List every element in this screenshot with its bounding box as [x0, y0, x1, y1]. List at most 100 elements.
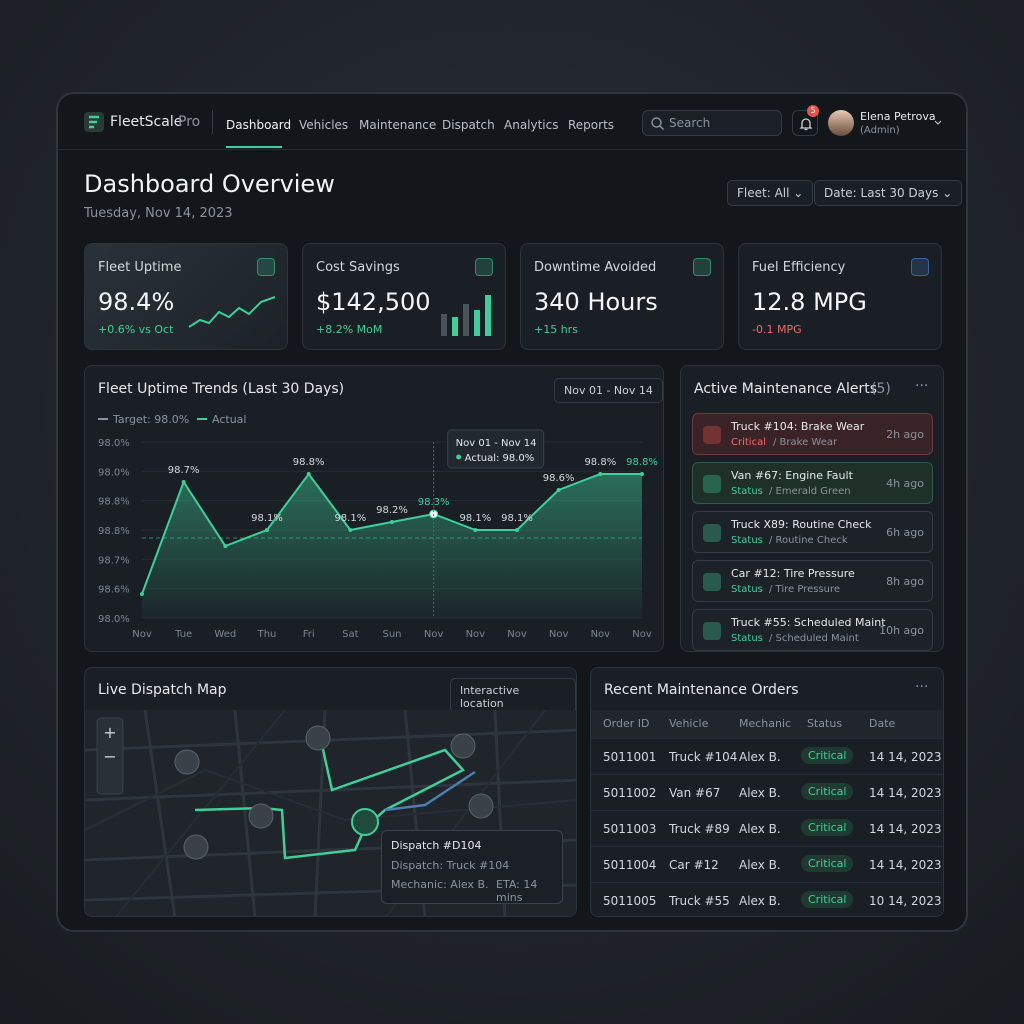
alert-title: Car #12: Tire Pressure	[731, 567, 855, 580]
table-cell: 14 14, 2023	[869, 750, 942, 764]
map-card: Live Dispatch Map Interactive location +…	[84, 667, 577, 917]
alert-status: Status	[731, 584, 763, 595]
alert-time: 8h ago	[886, 575, 924, 588]
nav-item[interactable]: Reports	[568, 118, 615, 132]
alert-detail: / Scheduled Maint	[769, 633, 859, 644]
alert-icon	[703, 426, 721, 444]
point	[390, 520, 394, 524]
decoration	[441, 295, 491, 336]
alert-item[interactable]: Car #12: Tire Pressure Status / Tire Press…	[692, 560, 933, 602]
table-row: 5011004 Car #12 Alex B. Critical 14 14, 2023	[591, 846, 943, 882]
filter-date[interactable]: Date: Last 30 Days ⌄	[814, 180, 963, 206]
logo-text: FleetScale	[110, 114, 183, 130]
dispatch-popup: Dispatch #D104 Dispatch: Truck #104 Mech…	[381, 830, 563, 904]
column-header: Vehicle	[669, 717, 709, 730]
alert-status: Status	[731, 486, 763, 497]
x-tick-label: Fri	[303, 629, 315, 640]
user-menu-caret[interactable]	[934, 120, 942, 126]
table-cell: Alex B.	[739, 822, 781, 836]
zoom-in[interactable]: +	[103, 723, 116, 742]
bell-icon	[799, 118, 813, 131]
value-label: 98.8%	[584, 457, 616, 468]
nav-item[interactable]: Dashboard	[226, 118, 292, 132]
kpi-label: Fleet Uptime	[98, 260, 182, 275]
table-cell: Van #67	[669, 786, 721, 800]
kpi-delta: -0.1 MPG	[752, 323, 802, 336]
filter-fleet[interactable]: Fleet: All ⌄	[727, 180, 814, 206]
tooltip-swatch	[456, 454, 462, 460]
table-cell: 10 14, 2023	[869, 894, 942, 908]
more-button[interactable]: ···	[915, 679, 929, 695]
table-header: Order ID Vehicle Mechanic Status Date	[591, 710, 943, 738]
nav-item[interactable]: Analytics	[504, 118, 559, 132]
table-cell: Truck #89	[669, 822, 730, 836]
value-label: 98.1%	[251, 513, 283, 524]
kpi-value: 98.4%	[98, 288, 175, 316]
notifications-button[interactable]: 5	[792, 105, 819, 136]
alert-item[interactable]: Truck #55: Scheduled Maint Status / Schedu…	[692, 609, 933, 651]
x-tick-label: Sat	[342, 629, 358, 640]
table-row: 5011005 Truck #55 Alex B. Critical 10 14, 20…	[591, 882, 943, 916]
y-tick-label: 98.0%	[98, 438, 130, 449]
popup-mechanic: Mechanic: Alex B.	[391, 878, 489, 891]
notification-badge: 5	[807, 105, 819, 117]
popup-title: Dispatch #D104	[391, 839, 482, 852]
alert-time: 10h ago	[879, 624, 924, 637]
status-pill: Critical	[801, 783, 854, 800]
table-cell: Truck #104	[669, 750, 738, 764]
tooltip-title: Nov 01 - Nov 14	[456, 438, 537, 449]
range-label: Nov 01 - Nov 14	[564, 384, 653, 397]
logo-icon	[84, 112, 104, 132]
status-pill: Critical	[801, 747, 854, 764]
point	[265, 528, 269, 532]
alert-icon	[703, 475, 721, 493]
value-label: 98.8%	[626, 457, 658, 468]
page-title: Dashboard Overview	[84, 170, 335, 198]
user-name: Elena Petrova	[860, 110, 936, 123]
point	[640, 472, 644, 476]
search-box[interactable]: Search	[642, 110, 782, 136]
kpi-delta: +8.2% MoM	[316, 323, 383, 336]
column-header: Mechanic	[739, 717, 792, 730]
value-label: 98.8%	[293, 457, 325, 468]
chart-range[interactable]: Nov 01 - Nov 14	[554, 378, 663, 403]
alert-title: Truck #55: Scheduled Maint	[731, 616, 886, 629]
alert-item[interactable]: Truck #104: Brake Wear Critical / Brake We…	[692, 413, 933, 455]
kpi-value: $142,500	[316, 288, 431, 316]
orders-table: Order ID Vehicle Mechanic Status Date 5011001…	[591, 710, 943, 916]
zoom-out[interactable]: −	[103, 747, 116, 766]
x-tick-label: Nov	[424, 629, 444, 640]
x-tick-label: Wed	[214, 629, 236, 640]
alert-item[interactable]: Van #67: Engine Fault Status / Emerald Gre…	[692, 462, 933, 504]
table-row: 5011002 Van #67 Alex B. Critical 14 14, 2023	[591, 774, 943, 810]
nav-item[interactable]: Vehicles	[299, 118, 349, 132]
alert-title: Truck X89: Routine Check	[731, 518, 872, 531]
status-pill: Critical	[801, 819, 854, 836]
x-tick-label: Nov	[466, 629, 486, 640]
table-cell: 5011005	[603, 894, 657, 908]
alert-item[interactable]: Truck X89: Routine Check Status / Routine …	[692, 511, 933, 553]
kpi-card: Fleet Uptime 98.4% +0.6% vs Oct	[84, 243, 288, 350]
table-cell: 5011003	[603, 822, 657, 836]
table-cell: Truck #55	[669, 894, 730, 908]
kpi-icon	[257, 258, 275, 276]
more-button[interactable]: ···	[915, 378, 929, 394]
value-label: 98.7%	[168, 465, 200, 476]
orders-card: Recent Maintenance Orders ··· Order ID Ve…	[590, 667, 944, 917]
x-tick-label: Nov	[132, 629, 152, 640]
orders-title: Recent Maintenance Orders	[604, 682, 799, 698]
status-pill: Critical	[801, 891, 854, 908]
point	[223, 544, 228, 548]
table-cell: Alex B.	[739, 894, 781, 908]
kpi-value: 12.8 MPG	[752, 288, 867, 316]
kpi-icon	[693, 258, 711, 276]
y-tick-label: 98.0%	[98, 614, 130, 625]
tooltip-text: Actual: 98.0%	[465, 453, 535, 464]
nav-item[interactable]: Maintenance	[359, 118, 437, 132]
kpi-delta: +15 hrs	[534, 323, 578, 336]
user-avatar[interactable]	[828, 110, 854, 136]
alert-detail: / Brake Wear	[773, 437, 838, 448]
nav-item[interactable]: Dispatch	[442, 118, 495, 132]
filter-label: Fleet: All	[737, 186, 790, 200]
